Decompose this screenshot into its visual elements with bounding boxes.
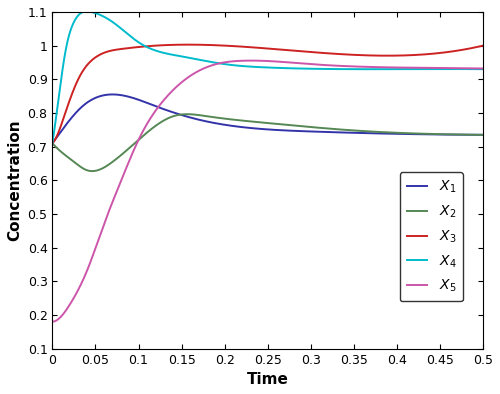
$X_4$	[472, 67, 478, 71]
$X_1$	[472, 132, 478, 137]
$X_2$	[215, 115, 221, 120]
$X_3$	[98, 52, 104, 56]
$X_1$	[110, 92, 116, 97]
$X_5$	[248, 58, 254, 63]
Y-axis label: Concentration: Concentration	[7, 119, 22, 241]
Line: $X_4$: $X_4$	[52, 11, 483, 143]
$X_2$	[89, 169, 95, 173]
$X_2$	[50, 141, 56, 146]
$X_5$	[233, 59, 239, 63]
$X_1$	[234, 124, 239, 129]
$X_1$	[124, 94, 130, 99]
Line: $X_3$: $X_3$	[52, 45, 483, 143]
Line: $X_1$: $X_1$	[52, 95, 483, 143]
$X_1$	[426, 132, 432, 137]
$X_4$	[426, 67, 432, 71]
$X_5$	[124, 164, 130, 169]
Line: $X_5$: $X_5$	[52, 61, 483, 322]
$X_3$	[234, 44, 239, 48]
$X_5$	[472, 66, 478, 71]
$X_3$	[214, 43, 220, 48]
$X_1$	[214, 121, 220, 126]
$X_4$	[50, 141, 56, 146]
$X_3$	[50, 141, 56, 146]
$X_1$	[480, 132, 486, 137]
$X_2$	[426, 132, 432, 136]
X-axis label: Time: Time	[247, 372, 288, 387]
$X_2$	[234, 118, 239, 123]
$X_2$	[184, 112, 190, 117]
$X_4$	[234, 63, 239, 68]
$X_5$	[50, 320, 56, 324]
$X_3$	[480, 43, 486, 48]
$X_5$	[98, 229, 104, 234]
$X_2$	[480, 132, 486, 137]
$X_5$	[480, 66, 486, 71]
Line: $X_2$: $X_2$	[52, 114, 483, 171]
$X_4$	[480, 67, 486, 72]
$X_5$	[426, 65, 432, 70]
$X_4$	[84, 9, 89, 14]
$X_2$	[98, 166, 104, 171]
$X_3$	[426, 52, 432, 56]
$X_3$	[472, 45, 478, 50]
$X_2$	[124, 147, 130, 152]
Legend: $X_1$, $X_2$, $X_3$, $X_4$, $X_5$: $X_1$, $X_2$, $X_3$, $X_4$, $X_5$	[400, 172, 463, 301]
$X_3$	[185, 42, 191, 47]
$X_3$	[124, 46, 130, 50]
$X_1$	[98, 93, 104, 98]
$X_2$	[472, 132, 478, 137]
$X_5$	[214, 61, 220, 66]
$X_1$	[50, 141, 56, 146]
$X_4$	[214, 61, 220, 65]
$X_4$	[98, 13, 104, 18]
$X_4$	[124, 31, 130, 36]
